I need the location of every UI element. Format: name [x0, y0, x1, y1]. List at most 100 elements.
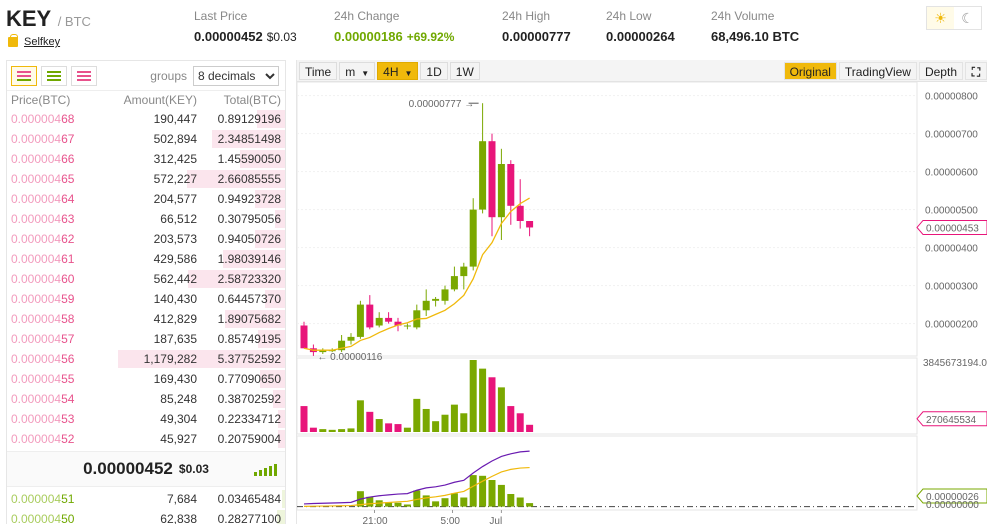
- caret-down-icon: ▼: [361, 68, 370, 78]
- view-depth[interactable]: Depth: [918, 61, 963, 80]
- row-amount: 169,430: [153, 372, 197, 386]
- project-link[interactable]: Selfkey: [24, 36, 61, 48]
- ask-row[interactable]: 0.00000453 49,304 0.22334712: [7, 409, 285, 429]
- ask-row[interactable]: 0.00000452 45,927 0.20759004: [7, 429, 285, 449]
- row-amount: 412,829: [153, 312, 197, 326]
- row-price: 0.00000459: [11, 292, 75, 306]
- candlestick-chart[interactable]: 0.00000800 0.00000700 0.00000600 0.00000500…: [297, 82, 987, 524]
- volume-current-label: 270645534: [926, 415, 976, 426]
- signal-bars-icon[interactable]: [254, 464, 277, 476]
- ask-row[interactable]: 0.00000457 187,635 0.85749195: [7, 329, 285, 349]
- volume-bar: [441, 414, 449, 432]
- interval-4h[interactable]: 4H ▼: [377, 61, 419, 80]
- order-book-header: Price(BTC) Amount(KEY) Total(BTC): [7, 91, 285, 109]
- candle-body: [441, 289, 449, 301]
- row-price: 0.00000460: [11, 272, 75, 286]
- stat-sub: +69.92%: [406, 30, 455, 44]
- candle-body: [450, 276, 458, 290]
- row-price: 0.00000452: [11, 432, 75, 446]
- stat-24h-volume: 24h Volume 68,496.10 BTC: [711, 9, 799, 44]
- volume-bar: [319, 429, 327, 432]
- depth-bar: [211, 130, 285, 148]
- indicator-line-primary: [303, 450, 530, 505]
- row-amount: 1,179,282: [143, 352, 197, 366]
- indicator-bar: [450, 493, 458, 507]
- candle-body: [338, 340, 346, 351]
- volume-bar: [300, 406, 308, 432]
- candle-body: [394, 321, 402, 326]
- view-original[interactable]: Original: [783, 61, 837, 80]
- view-asks-button[interactable]: [71, 65, 97, 86]
- row-price: 0.00000468: [11, 112, 75, 126]
- view-bids-button[interactable]: [41, 65, 67, 86]
- ask-row[interactable]: 0.00000456 1,179,282 5.37752592: [7, 349, 285, 369]
- stat-label: 24h High: [502, 9, 551, 23]
- volume-bar: [432, 421, 440, 432]
- volume-bar: [507, 406, 515, 432]
- ask-row[interactable]: 0.00000463 66,512 0.30795056: [7, 209, 285, 229]
- ask-row[interactable]: 0.00000466 312,425 1.45590050: [7, 149, 285, 169]
- interval-1w[interactable]: 1W: [449, 61, 480, 80]
- row-total: 2.58723320: [217, 272, 281, 286]
- stat-label: 24h Low: [606, 9, 652, 23]
- interval-minutes-dropdown[interactable]: m ▼: [339, 61, 376, 80]
- row-amount: 312,425: [153, 152, 197, 166]
- depth-bar: [254, 230, 285, 248]
- view-tradingview[interactable]: TradingView: [838, 61, 917, 80]
- indicator-current-label: 0.00000026: [926, 492, 979, 503]
- row-price: 0.00000450: [11, 512, 75, 524]
- last-price-fiat: $0.03: [178, 462, 209, 476]
- depth-bar: [188, 270, 285, 288]
- view-both-button[interactable]: [11, 65, 37, 86]
- candle-body: [375, 317, 383, 326]
- volume-bar: [497, 387, 505, 432]
- candle-body: [422, 300, 430, 311]
- candle-body: [526, 221, 534, 228]
- interval-time[interactable]: Time: [299, 61, 338, 80]
- candle-body: [366, 304, 374, 328]
- moon-icon[interactable]: ☾: [961, 9, 974, 26]
- depth-bar: [254, 190, 285, 208]
- row-amount: 45,927: [160, 432, 197, 446]
- ask-row[interactable]: 0.00000460 562,442 2.58723320: [7, 269, 285, 289]
- indicator-bar: [507, 494, 515, 507]
- bid-row[interactable]: 0.00000450 62,838 0.28277100: [7, 509, 285, 524]
- ask-row[interactable]: 0.00000467 502,894 2.34851498: [7, 129, 285, 149]
- order-book-toolbar: groups 8 decimals: [7, 61, 285, 91]
- stat-24h-change: 24h Change 0.00000186 +69.92%: [334, 9, 454, 44]
- ask-row[interactable]: 0.00000464 204,577 0.94923728: [7, 189, 285, 209]
- ask-row[interactable]: 0.00000462 203,573 0.94050726: [7, 229, 285, 249]
- indicator-bar: [413, 490, 421, 507]
- ask-row[interactable]: 0.00000459 140,430 0.64457370: [7, 289, 285, 309]
- depth-bar: [281, 490, 285, 508]
- ask-row[interactable]: 0.00000468 190,447 0.89129196: [7, 109, 285, 129]
- row-price: 0.00000451: [11, 492, 75, 506]
- ask-row[interactable]: 0.00000455 169,430 0.77090650: [7, 369, 285, 389]
- row-amount: 7,684: [166, 492, 197, 506]
- bid-row[interactable]: 0.00000451 7,684 0.03465484: [7, 489, 285, 509]
- row-total: 0.20759004: [217, 432, 281, 446]
- base-asset: KEY: [6, 6, 52, 31]
- price-tick-label: 0.00000300: [925, 282, 978, 293]
- theme-toggle[interactable]: ☀ ☾: [926, 6, 982, 30]
- x-tick-label: 5:00: [441, 516, 461, 524]
- row-amount: 204,577: [153, 192, 197, 206]
- ask-row[interactable]: 0.00000458 412,829 1.89075682: [7, 309, 285, 329]
- ask-row[interactable]: 0.00000454 85,248 0.38702592: [7, 389, 285, 409]
- depth-bar: [264, 290, 285, 308]
- indicator-bar: [460, 497, 468, 507]
- candle-body: [300, 325, 308, 349]
- fullscreen-icon[interactable]: ⛶: [965, 61, 987, 80]
- row-total: 0.03465484: [217, 492, 281, 506]
- ask-row[interactable]: 0.00000465 572,227 2.66085555: [7, 169, 285, 189]
- stat-24h-low: 24h Low 0.00000264: [606, 9, 675, 44]
- interval-1d[interactable]: 1D: [420, 61, 448, 80]
- high-annotation: 0.00000777 →: [409, 99, 475, 110]
- stat-label: 24h Volume: [711, 9, 775, 23]
- indicator-bar: [432, 501, 440, 507]
- indicator-bar: [497, 484, 505, 507]
- decimals-select[interactable]: 8 decimals: [193, 65, 279, 86]
- ask-row[interactable]: 0.00000461 429,586 1.98039146: [7, 249, 285, 269]
- low-annotation: ← 0.00000116: [317, 352, 382, 363]
- sun-icon[interactable]: ☀: [927, 7, 954, 29]
